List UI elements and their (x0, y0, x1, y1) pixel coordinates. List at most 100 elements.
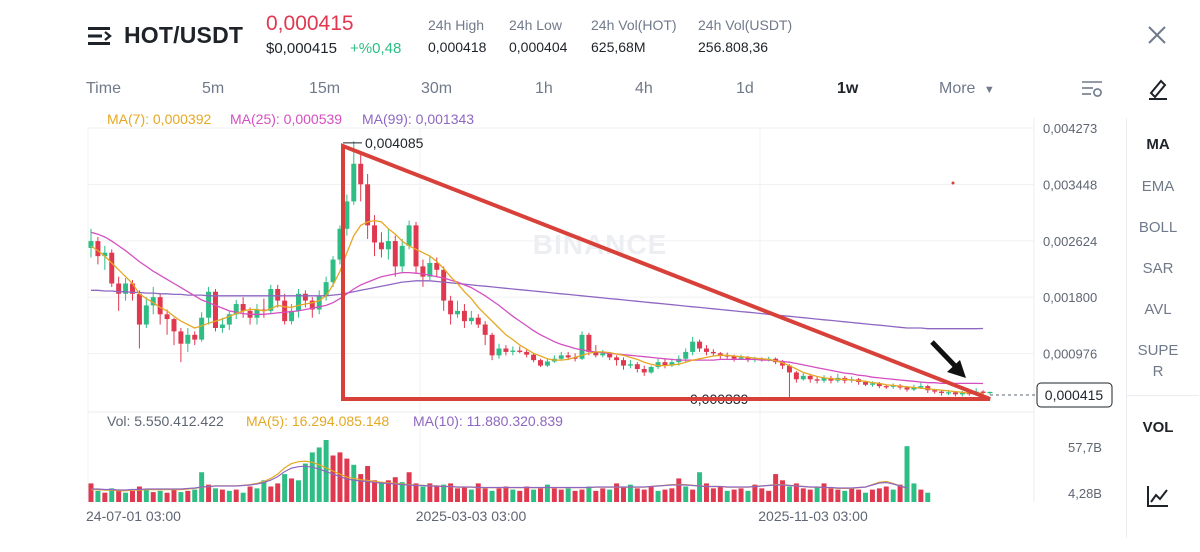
volume-bar (399, 482, 405, 502)
candle-body (468, 317, 474, 322)
stat-24h-high-value: 0,000418 (428, 39, 487, 55)
volume-bar (178, 492, 184, 502)
candles (88, 141, 993, 398)
candle-body (793, 372, 799, 380)
volume-bar (683, 486, 689, 502)
candle-body (385, 241, 391, 250)
volume-bar (780, 480, 786, 502)
candle-body (876, 383, 882, 387)
indicator-avl[interactable]: AVL (1144, 301, 1172, 318)
volume-bar (883, 486, 889, 502)
tab-1h[interactable]: 1h (535, 80, 553, 97)
candle-body (316, 295, 322, 310)
volume-bar (441, 484, 447, 502)
candle-body (275, 288, 281, 301)
candle-body (164, 314, 170, 320)
indicator-super[interactable]: SUPE R (1137, 342, 1179, 380)
volume-bar (475, 483, 481, 502)
indicator-vol[interactable]: VOL (1142, 419, 1174, 436)
triangle-drawing (341, 143, 991, 401)
volume-bar (302, 463, 308, 502)
arrow-head (947, 360, 966, 378)
candle-body (807, 375, 813, 380)
volume-bar (524, 486, 530, 502)
candle-body (240, 304, 246, 311)
candle-body (344, 201, 350, 229)
volume-bar (358, 474, 364, 502)
volume-bar (226, 490, 232, 502)
volume-bar (316, 447, 322, 502)
more-timeframes-button[interactable]: More ▼ (939, 80, 995, 98)
high-annotation: 0,004085 (365, 135, 424, 151)
header: HOT/USDT 0,000415 $0,000415 +%0,48 24h H… (0, 0, 1200, 70)
caret-down-icon: ▼ (983, 84, 995, 96)
price-tick-label: 0,004273 (1043, 121, 1097, 136)
volume-bar (814, 486, 820, 502)
trend-chart-icon[interactable] (1146, 484, 1170, 508)
draw-pen-icon[interactable] (1146, 76, 1170, 100)
candle-body (634, 364, 640, 370)
candle-body (558, 355, 564, 359)
tab-15m[interactable]: 15m (309, 80, 341, 97)
current-price-label: 0,000415 (1045, 387, 1104, 403)
pair-title[interactable]: HOT/USDT (124, 22, 244, 48)
volume-bar (828, 488, 834, 502)
candle-body (959, 392, 965, 395)
tab-4h[interactable]: 4h (635, 80, 653, 97)
volume-bar (620, 486, 626, 502)
chart-settings-icon[interactable] (1081, 79, 1103, 99)
stat-24h-vol-usdt-value: 256.808,36 (698, 39, 769, 55)
candle-body (427, 262, 433, 277)
volume-bar (807, 489, 813, 502)
volume-bar (372, 480, 378, 502)
candle-body (95, 241, 101, 257)
volume-bar (192, 489, 198, 502)
volume-bar (254, 488, 260, 502)
volume-tick-label: 57,7B (1068, 440, 1102, 455)
candle-body (939, 391, 945, 393)
side-divider (1127, 395, 1199, 396)
volume-bar (130, 490, 135, 502)
indicator-ema[interactable]: EMA (1141, 178, 1175, 195)
candle-body (524, 351, 530, 355)
volume-bar (482, 488, 488, 502)
chart-grid (87, 118, 1035, 502)
volume-bar (745, 490, 751, 502)
candle-body (302, 293, 308, 301)
volume-bar (171, 489, 177, 502)
volume-bar (717, 486, 723, 502)
volume-bar (876, 488, 882, 502)
candle-body (883, 386, 889, 388)
tab-5m[interactable]: 5m (202, 80, 225, 97)
indicator-ma[interactable]: MA (1146, 136, 1170, 153)
tab-1d[interactable]: 1d (736, 80, 754, 97)
indicator-boll[interactable]: BOLL (1138, 219, 1178, 236)
volume-bar (496, 488, 502, 502)
volume-bar (766, 490, 772, 502)
tab-30m[interactable]: 30m (421, 80, 453, 97)
volume-bar (240, 492, 246, 502)
volume-bar (143, 489, 149, 502)
candle-body (378, 242, 384, 250)
candle-body (690, 341, 696, 352)
menu-icon[interactable] (88, 24, 114, 48)
volume-bar (669, 488, 675, 502)
candle-body (717, 353, 723, 356)
volume-bar (531, 489, 537, 502)
indicator-sar[interactable]: SAR (1142, 260, 1174, 277)
volume-bar (503, 486, 509, 502)
volume-bar (648, 486, 654, 502)
candle-body (185, 334, 191, 344)
volume-bar (835, 489, 841, 502)
close-icon[interactable] (1146, 24, 1168, 46)
candle-body (620, 360, 626, 366)
candle-body (233, 304, 239, 315)
tab-1w[interactable]: 1w (837, 80, 859, 97)
volume-bar (365, 466, 371, 502)
candle-body (289, 310, 295, 322)
candle-body (932, 390, 938, 392)
volume-bar (918, 489, 924, 502)
volume-bar (676, 478, 682, 502)
stat-24h-high-label: 24h High (428, 17, 485, 33)
